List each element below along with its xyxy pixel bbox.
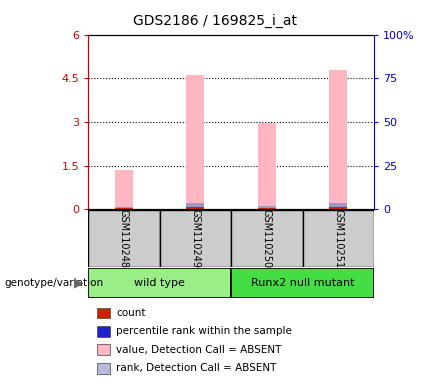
- Bar: [329, 70, 347, 209]
- Bar: [329, 203, 347, 209]
- Bar: [115, 170, 133, 209]
- Text: ▶: ▶: [74, 277, 84, 290]
- Bar: [329, 207, 347, 209]
- Text: Runx2 null mutant: Runx2 null mutant: [251, 278, 354, 288]
- Text: genotype/variation: genotype/variation: [4, 278, 104, 288]
- Bar: [231, 210, 303, 267]
- Text: rank, Detection Call = ABSENT: rank, Detection Call = ABSENT: [116, 363, 276, 373]
- Bar: [231, 268, 374, 298]
- Text: GSM110251: GSM110251: [333, 209, 344, 268]
- Text: percentile rank within the sample: percentile rank within the sample: [116, 326, 292, 336]
- Bar: [88, 210, 160, 267]
- Bar: [88, 268, 231, 298]
- Bar: [160, 210, 231, 267]
- Bar: [187, 204, 204, 209]
- Text: GDS2186 / 169825_i_at: GDS2186 / 169825_i_at: [133, 13, 297, 28]
- Bar: [258, 123, 276, 209]
- Text: GSM110248: GSM110248: [119, 209, 129, 268]
- Bar: [187, 75, 204, 209]
- Bar: [115, 208, 133, 209]
- Bar: [258, 206, 276, 209]
- Text: GSM110249: GSM110249: [190, 209, 200, 268]
- Text: GSM110250: GSM110250: [262, 209, 272, 268]
- Text: count: count: [116, 308, 146, 318]
- Text: value, Detection Call = ABSENT: value, Detection Call = ABSENT: [116, 345, 282, 355]
- Bar: [115, 207, 133, 209]
- Bar: [303, 210, 374, 267]
- Bar: [258, 208, 276, 209]
- Bar: [187, 207, 204, 209]
- Text: wild type: wild type: [134, 278, 185, 288]
